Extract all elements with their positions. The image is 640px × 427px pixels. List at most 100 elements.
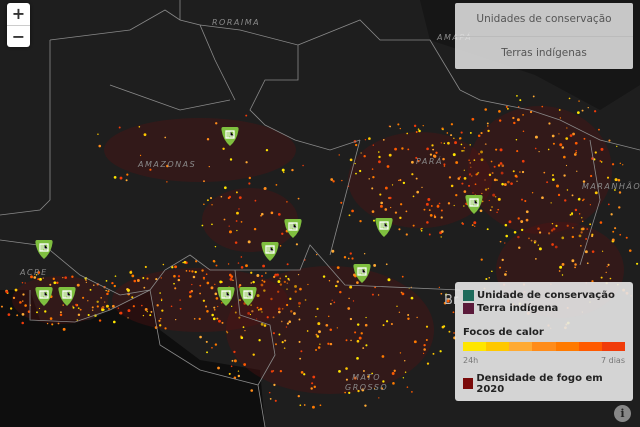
- zoom-in-button[interactable]: +: [11, 4, 26, 23]
- conservation-unit-marker-icon[interactable]: [217, 286, 235, 307]
- fire-hotspot: [286, 322, 290, 325]
- fire-hotspot: [174, 265, 178, 269]
- fire-hotspot: [318, 330, 321, 334]
- fire-hotspot: [281, 168, 285, 172]
- fire-hotspot: [636, 262, 639, 265]
- fire-hotspot: [501, 182, 504, 186]
- fire-hotspot: [250, 271, 253, 274]
- conservation-unit-marker-icon[interactable]: [284, 218, 302, 239]
- conservation-unit-marker-icon[interactable]: [375, 217, 393, 238]
- layer-toggle-indigenous-lands[interactable]: Terras indígenas: [455, 36, 633, 69]
- fire-hotspot: [443, 163, 446, 166]
- fire-hotspot: [333, 301, 336, 304]
- fire-hotspot: [489, 209, 492, 212]
- conservation-unit-marker-icon[interactable]: [465, 194, 483, 215]
- fire-hotspot: [336, 266, 340, 269]
- fire-hotspot: [561, 236, 565, 240]
- fire-hotspot: [227, 263, 230, 265]
- fire-hotspot: [377, 294, 380, 296]
- fire-hotspot: [149, 314, 152, 317]
- fire-hotspot: [49, 317, 53, 320]
- fire-hotspot: [263, 280, 266, 283]
- zoom-out-button[interactable]: −: [7, 25, 30, 47]
- fire-hotspot: [140, 304, 143, 307]
- fire-hotspot: [356, 281, 359, 284]
- fire-hotspot: [459, 137, 462, 140]
- fire-hotspot: [206, 281, 210, 285]
- conservation-unit-marker-icon[interactable]: [261, 241, 279, 262]
- fire-hotspot: [105, 279, 108, 282]
- fire-hotspot: [265, 272, 267, 274]
- fire-hotspot: [353, 376, 357, 380]
- conservation-unit-marker-icon[interactable]: [353, 263, 371, 284]
- fire-hotspot: [348, 214, 351, 217]
- info-button[interactable]: i: [614, 405, 631, 422]
- fire-hotspot: [299, 357, 302, 360]
- fire-hotspot: [488, 199, 490, 202]
- fire-hotspot: [463, 147, 466, 149]
- fire-hotspot: [341, 179, 343, 182]
- fire-hotspot: [572, 132, 575, 136]
- fire-hotspot: [24, 304, 27, 307]
- fire-hotspot: [350, 339, 352, 342]
- fire-hotspot: [440, 209, 443, 212]
- fire-hotspot: [450, 184, 454, 188]
- fire-hotspot: [237, 374, 241, 378]
- fire-hotspot: [583, 198, 585, 201]
- fire-hotspot: [199, 284, 202, 287]
- fire-hotspot: [256, 306, 259, 309]
- fire-hotspot: [312, 375, 316, 379]
- fire-hotspot: [279, 245, 282, 247]
- fire-hotspot: [421, 227, 423, 230]
- fire-hotspot: [263, 324, 267, 327]
- fire-hotspot: [253, 227, 257, 231]
- fire-hotspot: [421, 186, 423, 189]
- fire-hotspot: [372, 175, 375, 179]
- fire-hotspot: [230, 365, 233, 368]
- fire-hotspot: [521, 159, 525, 163]
- fire-hotspot: [497, 208, 500, 211]
- conservation-unit-marker-icon[interactable]: [239, 286, 257, 307]
- fire-hotspot: [420, 229, 423, 232]
- fire-hotspot: [498, 110, 501, 113]
- fire-hotspot: [550, 229, 554, 232]
- fire-hotspot: [228, 225, 230, 227]
- fire-hotspot: [205, 340, 208, 343]
- fire-hotspot: [161, 309, 164, 312]
- fire-hotspot: [275, 343, 277, 346]
- fire-hotspot: [578, 100, 580, 102]
- fire-hotspot: [164, 327, 167, 330]
- fire-hotspot: [156, 304, 159, 307]
- fire-hotspot: [39, 277, 42, 281]
- fire-hotspot: [485, 278, 488, 281]
- conservation-unit-marker-icon[interactable]: [35, 239, 53, 260]
- conservation-unit-marker-icon[interactable]: [221, 126, 239, 147]
- fire-hotspot: [118, 126, 121, 129]
- fire-hotspot: [493, 178, 497, 182]
- fire-hotspot: [488, 276, 491, 279]
- fire-hotspot: [512, 116, 515, 120]
- fire-hotspot: [98, 319, 102, 322]
- fire-hotspot: [618, 191, 622, 194]
- fire-hotspot: [566, 224, 569, 227]
- fire-hotspot: [211, 346, 213, 349]
- conservation-unit-marker-icon[interactable]: [35, 286, 53, 307]
- fire-hotspot: [101, 308, 104, 312]
- fire-hotspot: [354, 162, 356, 165]
- conservation-unit-marker-icon[interactable]: [58, 286, 76, 307]
- fire-hotspot: [487, 187, 490, 190]
- fire-hotspot: [455, 193, 458, 197]
- fire-hotspot: [278, 333, 281, 336]
- fire-hotspot: [576, 111, 580, 115]
- fire-hotspot: [380, 201, 384, 205]
- fire-hotspot: [430, 205, 433, 207]
- fire-hotspot: [133, 279, 137, 283]
- fire-hotspot: [336, 280, 339, 283]
- fire-hotspot: [480, 150, 483, 154]
- fire-hotspot: [238, 208, 240, 210]
- layer-toggle-conservation-units[interactable]: Unidades de conservação: [476, 13, 612, 25]
- fire-hotspot: [290, 310, 293, 313]
- fire-hotspot: [583, 137, 586, 140]
- fire-hotspot: [317, 322, 321, 326]
- fire-hotspot: [174, 287, 177, 290]
